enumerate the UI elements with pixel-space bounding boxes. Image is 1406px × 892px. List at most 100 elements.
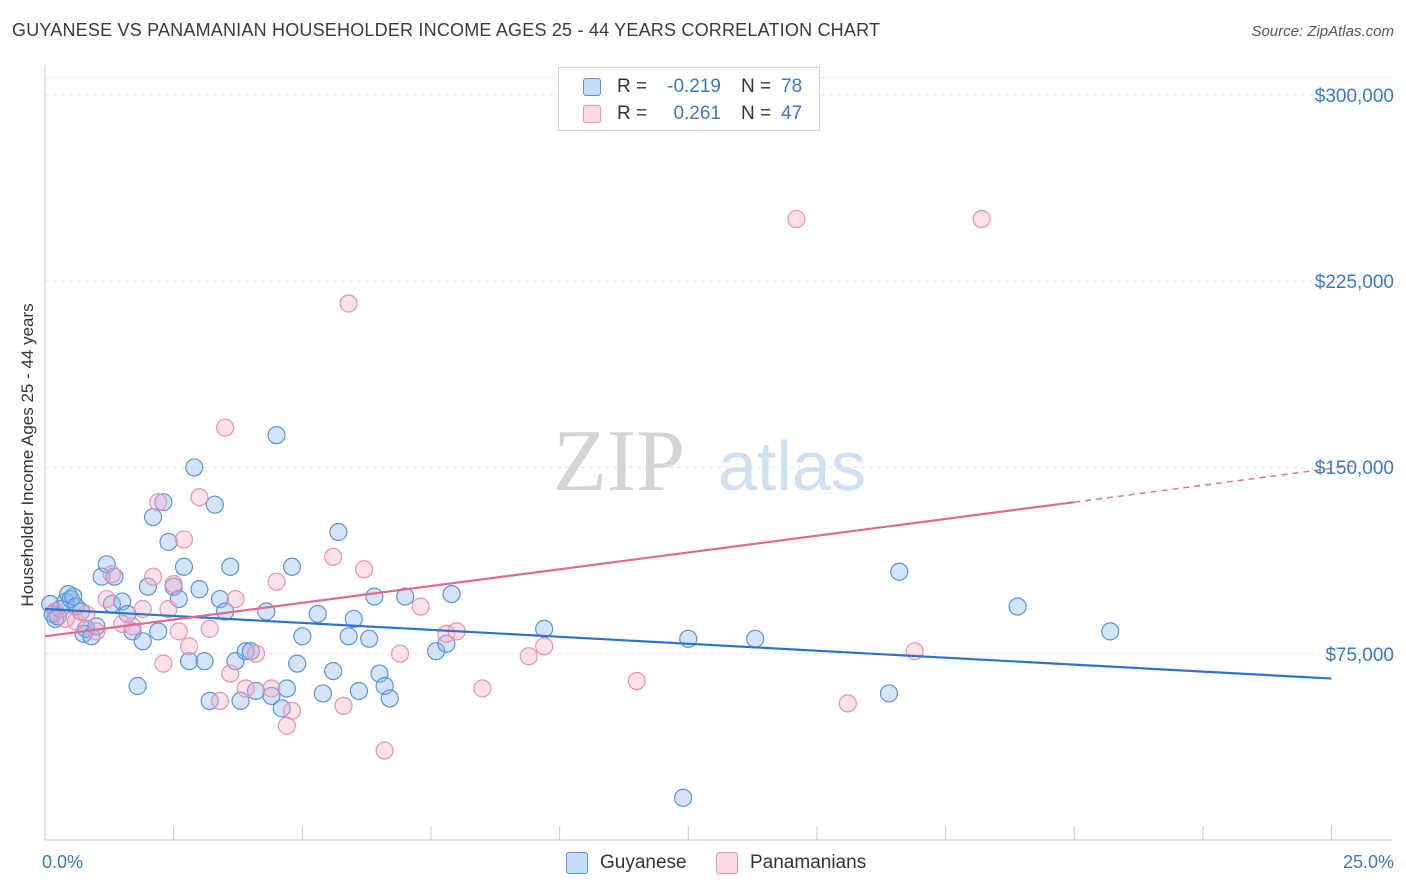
guyanese-point — [282, 557, 302, 576]
guyanese-trend-line — [44, 607, 1332, 680]
panamanian-trend-line — [44, 501, 1075, 638]
r-label: R = — [617, 103, 648, 124]
panamanian-point — [375, 741, 394, 760]
panamanian-point — [190, 488, 209, 507]
chart-title: GUYANESE VS PANAMANIAN HOUSEHOLDER INCOM… — [12, 20, 881, 40]
series-legend: Guyanese Panamanians — [0, 852, 1406, 878]
panamanian-swatch — [583, 105, 601, 123]
panamanian-point — [169, 622, 188, 641]
panamanian-trend-extension — [1074, 464, 1358, 503]
y-tick-label: $225,000 — [1314, 272, 1394, 294]
panamanian-point — [473, 679, 492, 698]
panamanian-point — [216, 418, 235, 437]
panamanian-point — [339, 294, 358, 313]
guyanese-point — [879, 684, 899, 703]
guyanese-point — [257, 602, 276, 621]
guyanese-point — [442, 584, 461, 604]
guyanese-point — [159, 532, 178, 552]
guyanese-swatch — [566, 852, 588, 874]
panamanian-point — [174, 530, 194, 549]
panamanian-point — [324, 547, 343, 566]
guyanese-point — [746, 629, 765, 648]
panamanian-point — [390, 644, 410, 663]
r-value: 0.261 — [673, 103, 721, 124]
guyanese-point — [293, 627, 312, 646]
guyanese-point — [190, 580, 209, 599]
panamanian-point — [282, 701, 302, 720]
source-label: Source: ZipAtlas.com — [1251, 23, 1394, 40]
guyanese-swatch — [583, 78, 601, 96]
guyanese-point — [262, 686, 281, 706]
guyanese-point — [185, 458, 204, 477]
guyanese-point — [324, 661, 343, 681]
guyanese-point — [288, 654, 307, 673]
guyanese-point — [277, 679, 296, 698]
panamanian-point — [149, 493, 168, 512]
legend-item-guyanese[interactable]: Guyanese — [566, 852, 687, 874]
panamanian-point — [972, 209, 991, 229]
panamanian-point — [97, 589, 116, 609]
guyanese-point — [200, 691, 219, 711]
guyanese-point — [313, 684, 332, 703]
x-tick-label-min: 0.0% — [42, 852, 84, 872]
guyanese-point — [82, 627, 101, 646]
panamanian-point — [143, 567, 163, 586]
panamanian-point — [334, 696, 353, 715]
panamanian-point — [354, 560, 374, 579]
guyanese-point — [179, 652, 199, 671]
panamanian-point — [154, 654, 173, 673]
panamanian-point — [221, 664, 240, 683]
r-label: R = — [617, 76, 648, 97]
guyanese-point — [339, 627, 358, 646]
guyanese-point — [365, 587, 384, 606]
guyanese-point — [890, 562, 909, 581]
panamanian-point — [179, 637, 199, 656]
r-value: -0.219 — [667, 76, 721, 97]
guyanese-point — [329, 522, 348, 542]
guyanese-point — [154, 493, 173, 512]
panamanian-point — [159, 599, 178, 619]
guyanese-point — [195, 652, 214, 671]
watermark-zip: ZIP — [553, 413, 685, 510]
x-tick-label-max: 25.0% — [1342, 852, 1394, 872]
panamanian-point — [226, 589, 245, 609]
n-value: 78 — [781, 76, 803, 97]
guyanese-point — [344, 609, 363, 629]
guyanese-point — [105, 567, 124, 586]
panamanian-point — [519, 647, 538, 666]
guyanese-point — [1101, 622, 1120, 641]
guyanese-point — [308, 604, 327, 624]
legend-row-guyanese: R = -0.219 N = 78 — [583, 74, 802, 100]
panamanian-point — [236, 679, 255, 698]
panamanian-point — [246, 644, 266, 663]
panamanian-point — [46, 602, 65, 621]
y-tick-label: $150,000 — [1314, 458, 1394, 480]
panamanian-point — [66, 612, 85, 631]
guyanese-point — [128, 676, 147, 696]
guyanese-point — [205, 495, 224, 514]
panamanian-point — [267, 572, 286, 591]
legend-item-panamanians[interactable]: Panamanians — [716, 852, 866, 874]
guyanese-point — [674, 788, 693, 807]
panamanian-point — [262, 679, 281, 698]
guyanese-point — [267, 426, 286, 445]
y-tick-label: $300,000 — [1314, 85, 1394, 107]
watermark-atlas: atlas — [718, 427, 866, 505]
n-label: N = — [741, 103, 772, 124]
correlation-legend: R = -0.219 N = 78 R = 0.261 N = 47 — [558, 67, 820, 131]
panamanian-point — [164, 575, 183, 594]
panamanian-swatch — [716, 852, 738, 874]
n-value: 47 — [781, 103, 803, 124]
panamanian-point — [77, 604, 96, 624]
legend-row-panamanians: R = 0.261 N = 47 — [583, 101, 802, 127]
panamanian-point — [535, 637, 554, 656]
guyanese-point — [174, 557, 194, 576]
guyanese-point — [360, 629, 379, 648]
panamanian-point — [210, 691, 230, 711]
guyanese-point — [138, 577, 158, 596]
panamanian-point — [102, 565, 122, 584]
panamanian-point — [627, 671, 646, 691]
panamanian-point — [200, 619, 219, 638]
guyanese-point — [133, 632, 152, 651]
